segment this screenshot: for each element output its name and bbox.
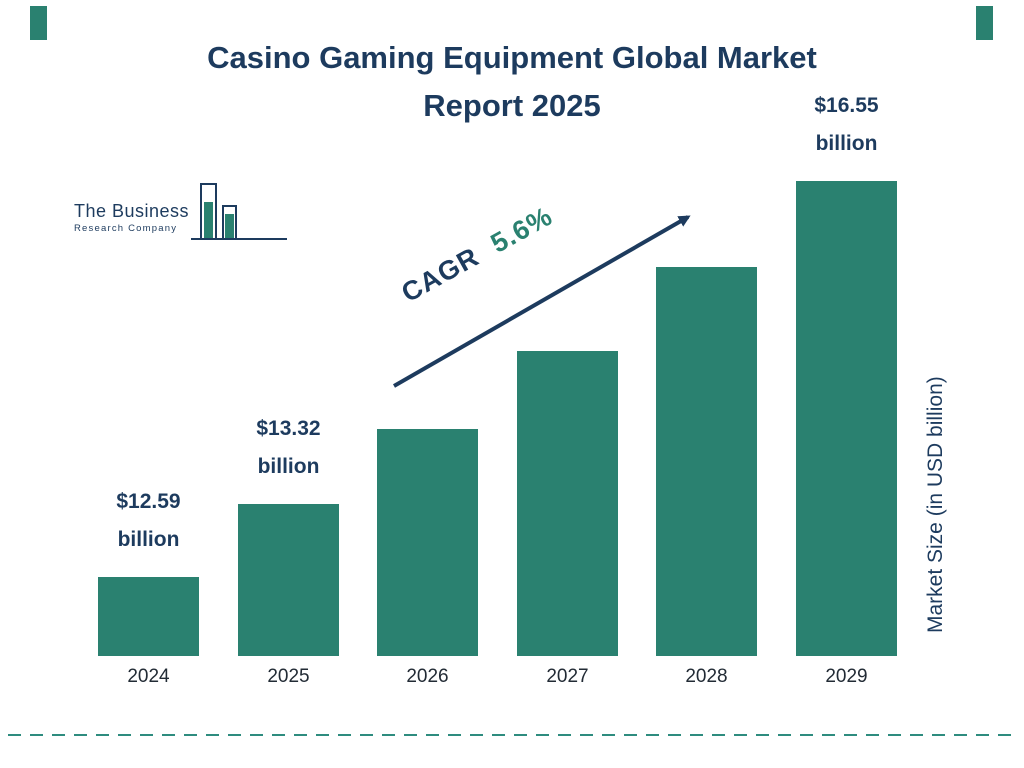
- bar-2027: [517, 351, 618, 656]
- page-title-line2: Report 2025: [423, 88, 601, 123]
- x-axis-label-2025: 2025: [267, 666, 310, 687]
- bar-2029: [796, 181, 897, 656]
- logo-bar-chart-icon: [191, 183, 288, 240]
- cagr-label: CAGR: [396, 241, 485, 309]
- cagr-value: 5.6%: [485, 200, 558, 259]
- page-title: Casino Gaming Equipment Global Market Re…: [0, 34, 1024, 130]
- page-title-line1: Casino Gaming Equipment Global Market: [207, 40, 817, 75]
- company-logo: The Business Research Company: [74, 180, 291, 244]
- logo-text: The Business Research Company: [74, 201, 189, 244]
- x-axis-label-2028: 2028: [685, 666, 728, 687]
- x-axis-label-2024: 2024: [127, 666, 170, 687]
- cagr-annotation: CAGR 5.6%: [396, 201, 558, 309]
- value-label-2024: $12.59 billion: [116, 490, 181, 551]
- bar-2028: [656, 267, 757, 656]
- bar-2024: [98, 577, 199, 656]
- bar-2026: [377, 429, 478, 656]
- corner-accent-left: [30, 6, 47, 40]
- bar-2025: [238, 504, 339, 656]
- value-label-2029: $16.55 billion: [814, 94, 879, 155]
- x-axis-label-2027: 2027: [546, 666, 589, 687]
- x-axis-label-2029: 2029: [825, 666, 868, 687]
- value-label-2025: $13.32 billion: [256, 417, 321, 478]
- corner-accent-right: [976, 6, 993, 40]
- logo-text-primary: The Business: [74, 201, 190, 221]
- y-axis-label: Market Size (in USD billion): [924, 376, 947, 634]
- logo-text-secondary: Research Company: [74, 223, 178, 234]
- bottom-dashed-line: [8, 734, 1016, 736]
- x-axis-label-2026: 2026: [406, 666, 449, 687]
